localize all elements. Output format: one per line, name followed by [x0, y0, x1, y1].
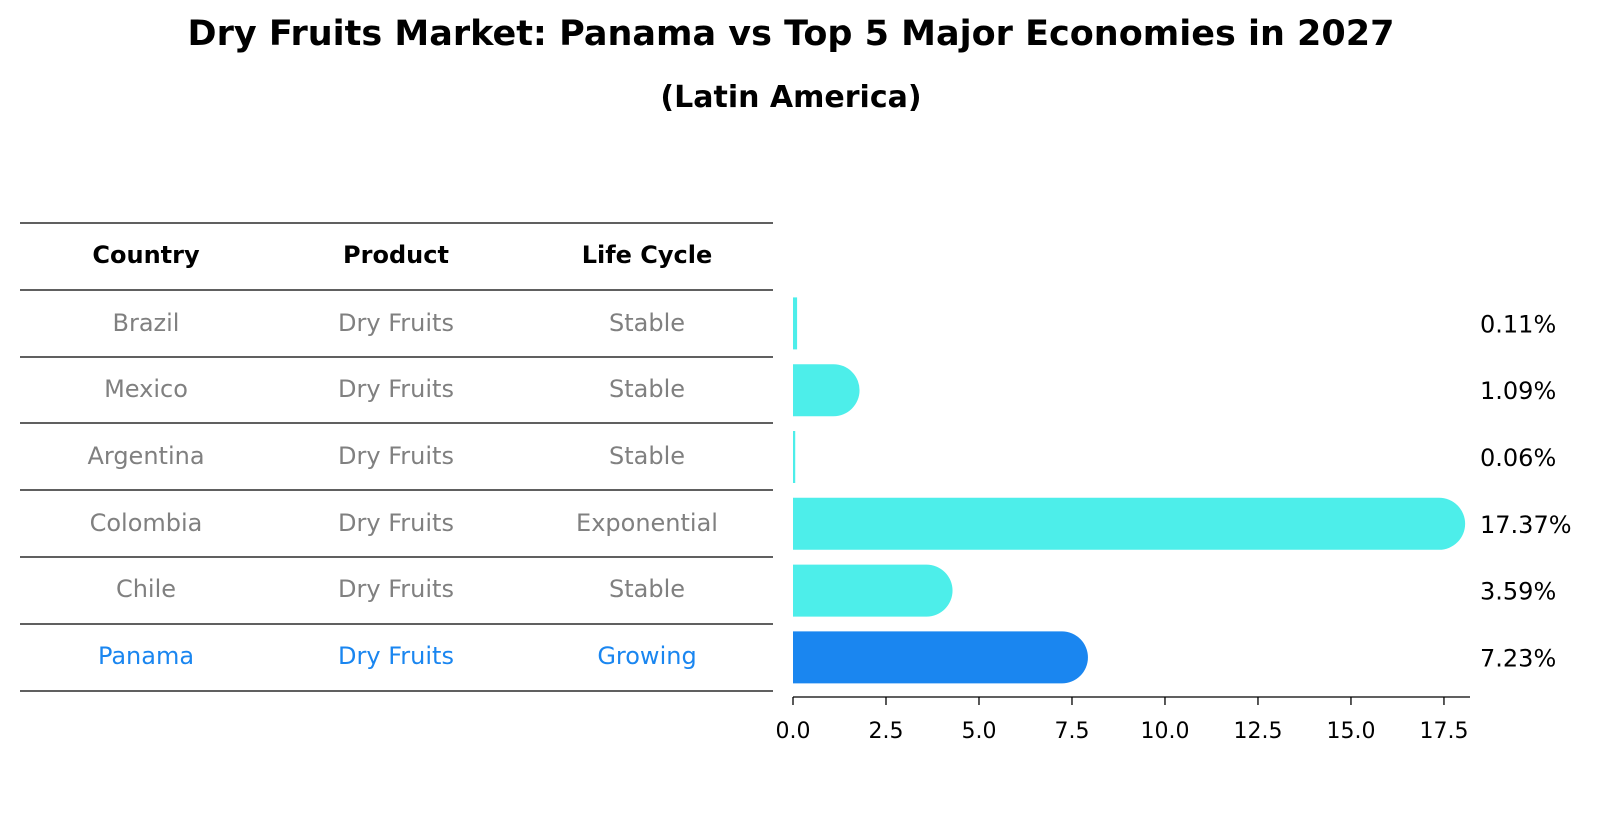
chart-title: Dry Fruits Market: Panama vs Top 5 Major… [187, 14, 1395, 54]
cell-product: Dry Fruits [338, 575, 454, 603]
value-label: 17.37% [1480, 511, 1572, 539]
table-row: Colombia Dry Fruits Exponential [90, 509, 718, 537]
table-row: Mexico Dry Fruits Stable [104, 375, 685, 403]
bar-panama [793, 631, 1088, 684]
cell-life-cycle: Stable [609, 375, 685, 403]
bar-chile [793, 564, 953, 617]
value-label: 7.23% [1480, 644, 1556, 672]
value-label: 0.11% [1480, 310, 1556, 338]
chart-subtitle: (Latin America) [660, 80, 922, 115]
bar-argentina [793, 431, 796, 483]
cell-product: Dry Fruits [338, 509, 454, 537]
cell-country: Colombia [90, 509, 203, 537]
table-body: Brazil Dry Fruits Stable Mexico Dry Frui… [87, 309, 718, 670]
x-axis: 0.0 2.5 5.0 7.5 10.0 12.5 15.0 17.5 [776, 696, 1470, 744]
cell-life-cycle: Stable [609, 442, 685, 470]
table-row: Argentina Dry Fruits Stable [87, 442, 685, 470]
bar-brazil [793, 297, 798, 350]
bar-mexico [793, 364, 860, 417]
value-label: 1.09% [1480, 377, 1556, 405]
cell-product: Dry Fruits [338, 309, 454, 337]
cell-product: Dry Fruits [338, 375, 454, 403]
table-lines [20, 222, 773, 692]
bar-series [793, 297, 1466, 684]
cell-country: Chile [116, 575, 176, 603]
x-tick-label: 17.5 [1419, 719, 1468, 744]
x-tick-label: 15.0 [1326, 719, 1375, 744]
bar-colombia [793, 497, 1466, 550]
header-country: Country [92, 241, 200, 269]
table-header: Country Product Life Cycle [92, 241, 712, 269]
x-tick-label: 12.5 [1233, 719, 1282, 744]
table-row: Chile Dry Fruits Stable [116, 575, 685, 603]
cell-country: Mexico [104, 375, 188, 403]
cell-life-cycle: Stable [609, 309, 685, 337]
table-row-highlighted: Panama Dry Fruits Growing [98, 642, 697, 670]
cell-product: Dry Fruits [338, 442, 454, 470]
header-product: Product [343, 241, 449, 269]
table-row: Brazil Dry Fruits Stable [113, 309, 686, 337]
cell-life-cycle: Growing [597, 642, 696, 670]
cell-country: Argentina [87, 442, 204, 470]
x-tick-label: 2.5 [868, 719, 903, 744]
x-tick-label: 10.0 [1140, 719, 1189, 744]
value-labels: 0.11% 1.09% 0.06% 17.37% 3.59% 7.23% [1480, 310, 1572, 672]
header-life-cycle: Life Cycle [582, 241, 713, 269]
x-tick-label: 5.0 [961, 719, 996, 744]
value-label: 0.06% [1480, 444, 1556, 472]
cell-product: Dry Fruits [338, 642, 454, 670]
value-label: 3.59% [1480, 578, 1556, 606]
x-tick-label: 7.5 [1054, 719, 1089, 744]
cell-country: Brazil [113, 309, 180, 337]
cell-life-cycle: Exponential [576, 509, 718, 537]
cell-country: Panama [98, 642, 194, 670]
cell-life-cycle: Stable [609, 575, 685, 603]
x-tick-label: 0.0 [776, 719, 811, 744]
